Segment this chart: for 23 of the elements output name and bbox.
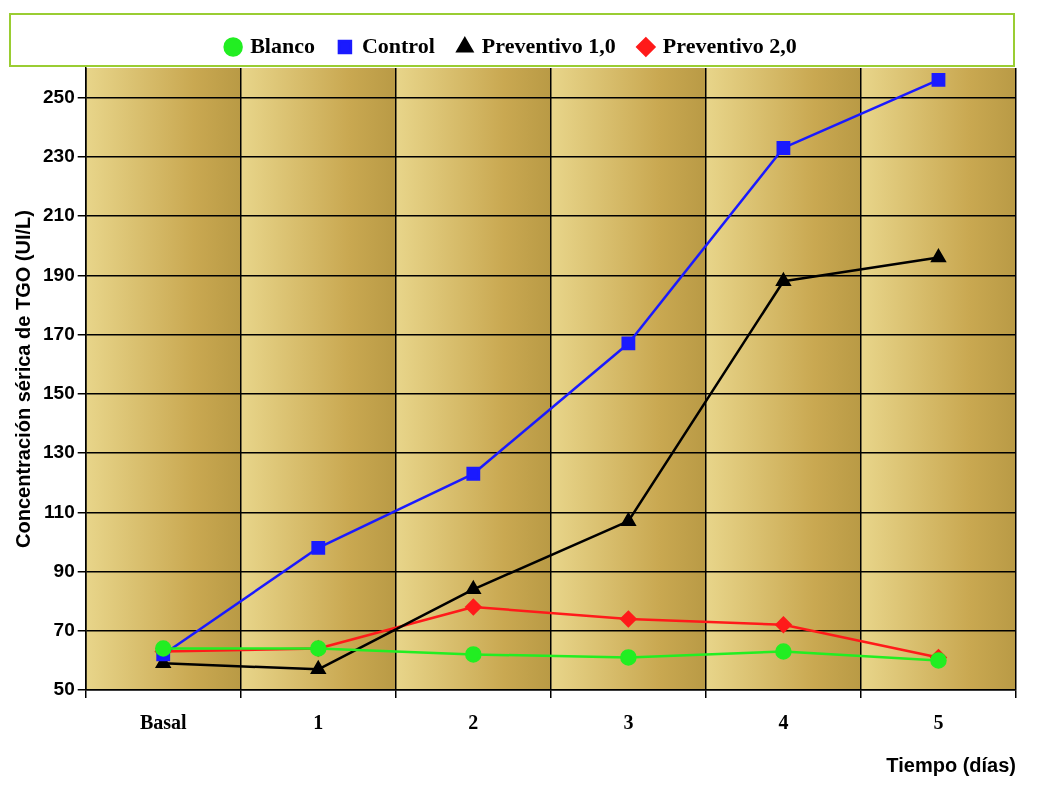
legend-label: Control	[361, 32, 435, 58]
y-tick-label: 150	[43, 382, 75, 404]
y-tick-label: 110	[44, 500, 75, 522]
y-tick-label: 230	[43, 145, 75, 167]
legend-label: Preventivo 1,0	[481, 32, 616, 58]
y-tick-label: 250	[43, 85, 75, 107]
y-tick-label: 50	[53, 678, 75, 700]
y-tick-label: 130	[43, 441, 75, 463]
x-tick-label: Basal	[139, 711, 187, 734]
y-tick-label: 190	[43, 263, 75, 285]
y-tick-label: 170	[43, 322, 75, 344]
x-tick-label: 4	[778, 711, 789, 734]
x-tick-label: 5	[933, 711, 944, 734]
y-tick-label: 90	[53, 559, 75, 581]
x-tick-label: 1	[313, 711, 324, 734]
y-tick-label: 210	[43, 204, 75, 226]
legend-label: Blanco	[250, 32, 315, 58]
x-tick-label: 3	[623, 711, 634, 734]
y-axis-title: Concentración sérica de TGO (UI/L)	[11, 210, 34, 548]
x-tick-label: 2	[468, 711, 479, 734]
legend-label: Preventivo 2,0	[662, 32, 797, 58]
y-tick-label: 70	[53, 619, 75, 640]
x-axis-title: Tiempo (días)	[886, 753, 1016, 776]
